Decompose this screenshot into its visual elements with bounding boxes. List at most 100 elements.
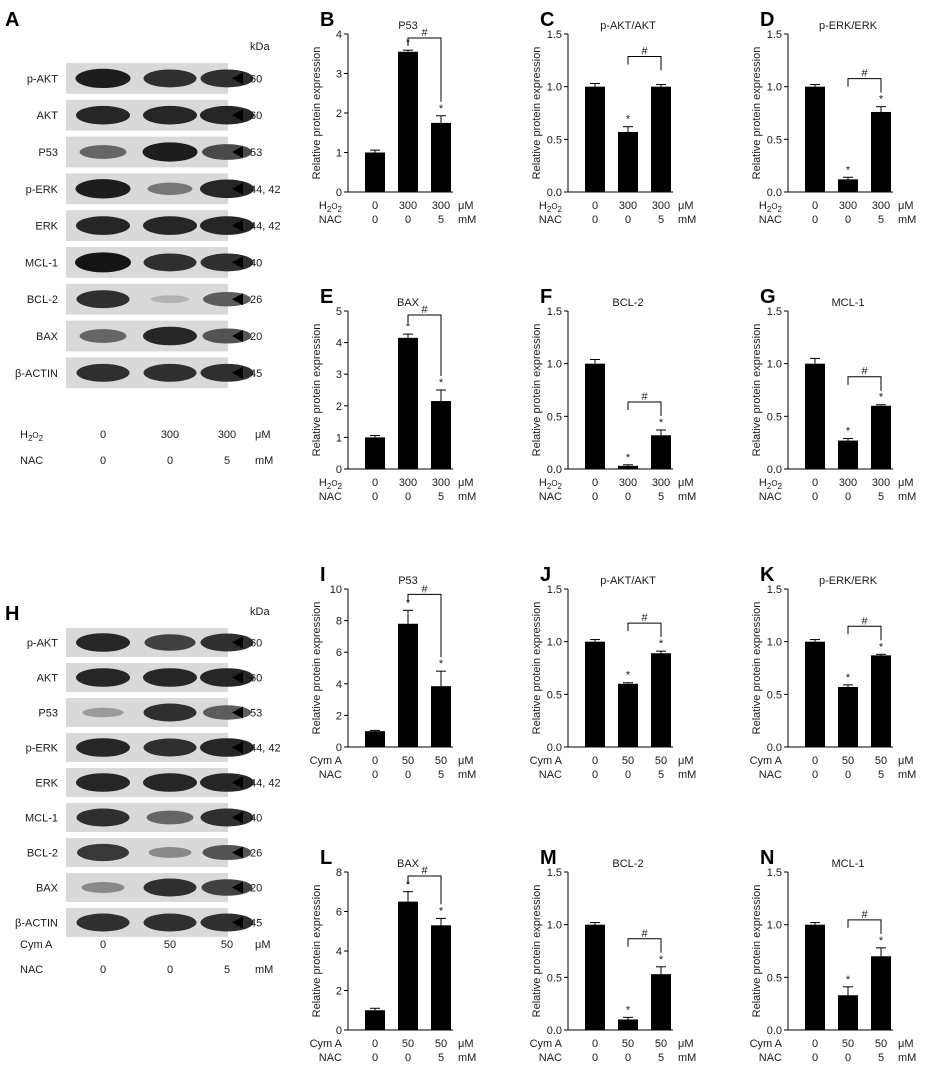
condition-value: 0 xyxy=(812,1038,818,1050)
condition-label-part: 2 xyxy=(338,205,343,214)
protein-label: p-ERK xyxy=(26,184,59,196)
protein-band xyxy=(143,773,197,792)
kda-value: 44, 42 xyxy=(250,778,281,790)
condition-value: 5 xyxy=(438,1052,444,1064)
condition-unit: mM xyxy=(678,491,696,503)
condition-value: 0 xyxy=(372,477,378,489)
significance-star: * xyxy=(406,879,411,891)
y-tick-label: 1.5 xyxy=(547,29,562,41)
condition-unit: μM xyxy=(898,200,914,212)
condition-value: 0 xyxy=(167,964,173,976)
protein-band xyxy=(150,295,190,304)
panel-letter: M xyxy=(540,847,557,869)
panel-letter: D xyxy=(760,9,774,31)
condition-unit: μM xyxy=(458,755,474,767)
condition-value: 0 xyxy=(812,477,818,489)
y-tick-label: 1.0 xyxy=(767,82,782,94)
condition-value: 5 xyxy=(224,964,230,976)
y-tick-label: 4 xyxy=(336,679,342,691)
protein-label: ERK xyxy=(35,221,58,233)
y-tick-label: 1.0 xyxy=(767,920,782,932)
significance-hash: # xyxy=(641,612,648,624)
condition-label-part: 2 xyxy=(778,482,783,491)
condition-value: 0 xyxy=(372,1038,378,1050)
condition-value: 5 xyxy=(224,455,230,467)
y-tick-label: 0.5 xyxy=(767,134,782,146)
y-tick-label: 0.5 xyxy=(767,411,782,423)
y-tick-label: 0.5 xyxy=(547,689,562,701)
condition-label: Cym A xyxy=(750,755,783,767)
y-tick-label: 8 xyxy=(336,616,342,628)
condition-value: 0 xyxy=(625,214,631,226)
protein-band xyxy=(79,329,127,343)
condition-unit: μM xyxy=(458,477,474,489)
protein-band xyxy=(76,216,130,235)
condition-value: 5 xyxy=(658,491,664,503)
bar xyxy=(871,956,891,1030)
protein-label: p-AKT xyxy=(27,73,58,85)
y-tick-label: 1.0 xyxy=(547,637,562,649)
panel-letter: E xyxy=(320,286,333,308)
y-tick-label: 0.0 xyxy=(767,1025,782,1037)
marker-arrow-icon xyxy=(232,109,243,122)
protein-label: ERK xyxy=(35,778,58,790)
condition-label: NAC xyxy=(539,769,562,781)
condition-unit: μM xyxy=(678,477,694,489)
condition-unit: μM xyxy=(898,477,914,489)
bar xyxy=(585,641,605,747)
marker-arrow-icon xyxy=(232,72,243,85)
condition-label: H2O2 xyxy=(539,477,563,491)
protein-band xyxy=(144,634,196,651)
condition-value: 0 xyxy=(372,200,378,212)
significance-star: * xyxy=(626,114,631,126)
chart-panel-m: M BCL-2 0.0 0.5 1.0 1.5 Relative protein expre… xyxy=(531,847,696,1064)
y-axis-label: Relative protein expression xyxy=(311,324,323,457)
protein-band xyxy=(200,913,254,932)
protein-band xyxy=(143,69,197,88)
condition-value: 0 xyxy=(372,491,378,503)
protein-band xyxy=(76,668,130,687)
y-axis-label: Relative protein expression xyxy=(751,47,763,180)
condition-label: NAC xyxy=(759,214,782,226)
condition-value: 300 xyxy=(399,200,417,212)
condition-label: Cym A xyxy=(310,1038,343,1050)
y-tick-label: 1.5 xyxy=(767,867,782,879)
chart-title: p-AKT/AKT xyxy=(600,20,656,32)
protein-band xyxy=(201,879,253,896)
y-tick-label: 0.5 xyxy=(767,972,782,984)
significance-bracket xyxy=(627,56,662,71)
protein-band xyxy=(76,105,130,125)
y-tick-label: 8 xyxy=(336,867,342,879)
significance-bracket xyxy=(407,314,442,376)
condition-unit: mM xyxy=(458,214,476,226)
significance-star: * xyxy=(439,377,444,389)
condition-value: 50 xyxy=(435,1038,447,1050)
kda-value: 53 xyxy=(250,708,262,720)
condition-value: 5 xyxy=(878,491,884,503)
marker-arrow-icon xyxy=(232,706,243,719)
protein-band xyxy=(76,363,130,382)
marker-arrow-icon xyxy=(232,671,243,684)
kda-value: 60 xyxy=(250,73,262,85)
bar xyxy=(618,465,638,469)
condition-value: 50 xyxy=(655,755,667,767)
condition-label-part: 2 xyxy=(338,482,343,491)
kda-value: 20 xyxy=(250,331,262,343)
protein-band xyxy=(142,142,198,162)
protein-band xyxy=(82,707,124,718)
bar xyxy=(838,686,858,747)
condition-value: 0 xyxy=(405,769,411,781)
significance-bracket xyxy=(847,625,882,641)
condition-label: NAC xyxy=(759,769,782,781)
significance-bracket xyxy=(627,622,662,638)
protein-band xyxy=(143,105,197,125)
condition-value: 0 xyxy=(372,214,378,226)
y-tick-label: 0 xyxy=(336,464,342,476)
bar xyxy=(805,86,825,192)
bar xyxy=(838,440,858,469)
protein-band xyxy=(200,773,254,792)
y-tick-label: 4 xyxy=(336,338,342,350)
chart-title: p-AKT/AKT xyxy=(600,575,656,587)
condition-value: 0 xyxy=(845,214,851,226)
